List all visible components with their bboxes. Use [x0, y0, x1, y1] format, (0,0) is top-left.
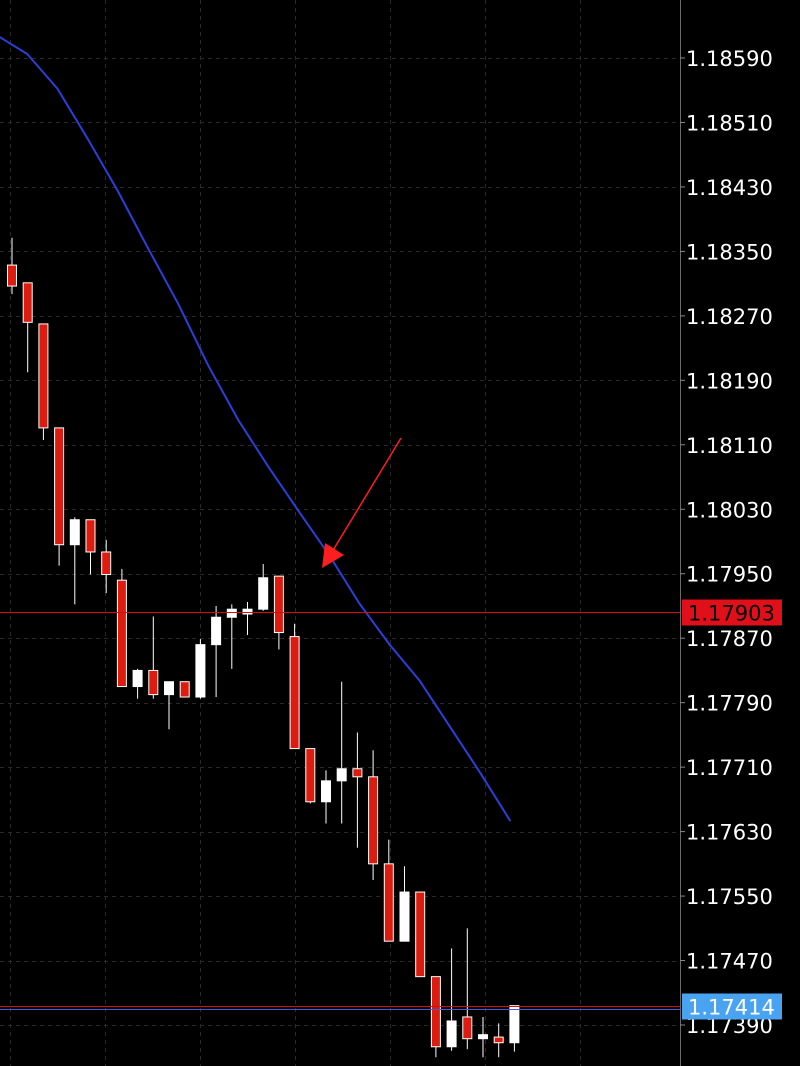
price-label: 1.17414: [688, 996, 775, 1020]
price-line-level: 1.17903: [0, 599, 782, 626]
candle: [415, 891, 426, 978]
candle: [164, 681, 174, 730]
candle: [289, 623, 300, 750]
candle-body: [383, 863, 394, 942]
annotation: [322, 437, 402, 568]
candle-body: [399, 891, 410, 942]
candle: [509, 1005, 520, 1052]
candle-body: [446, 1020, 457, 1048]
y-tick-label: 1.17790: [686, 692, 773, 716]
candle-body: [69, 519, 80, 546]
candle: [368, 750, 379, 880]
y-tick-label: 1.18590: [686, 47, 773, 71]
y-tick-label: 1.17550: [686, 885, 773, 909]
candle-body: [7, 264, 17, 287]
y-tick-label: 1.18350: [686, 240, 773, 264]
candle-body: [352, 768, 363, 778]
candle-body: [211, 616, 222, 646]
candle-body: [116, 579, 127, 688]
candle: [242, 601, 253, 635]
candle: [101, 539, 112, 594]
candle: [321, 770, 331, 824]
candle-body: [430, 976, 441, 1048]
candle-body: [195, 644, 206, 698]
candle: [462, 928, 473, 1050]
candle: [258, 564, 269, 611]
y-tick-label: 1.17870: [686, 627, 773, 651]
candle: [399, 866, 410, 942]
candle-body: [305, 748, 316, 803]
candle: [116, 568, 127, 688]
y-tick-label: 1.17710: [686, 756, 773, 780]
grid: [0, 0, 680, 1066]
candle-body: [38, 323, 49, 429]
candle-body: [22, 282, 33, 323]
candle: [132, 668, 143, 699]
candle: [446, 948, 457, 1051]
candle-body: [509, 1005, 520, 1044]
candle-body: [164, 681, 174, 696]
y-tick-label: 1.18430: [686, 176, 773, 200]
candle-body: [368, 776, 379, 865]
candle: [336, 681, 347, 824]
moving-average-line: [0, 36, 512, 822]
candle-body: [242, 608, 253, 615]
candle-body: [415, 891, 426, 978]
candle-body: [321, 780, 331, 803]
candle: [478, 1016, 488, 1058]
candle: [305, 748, 316, 804]
price-label-box: [682, 599, 782, 626]
candle-body: [289, 636, 300, 750]
candle-body: [85, 519, 96, 553]
candle-body: [54, 427, 65, 546]
candle: [179, 681, 190, 698]
candle-body: [132, 669, 143, 688]
candle: [148, 616, 159, 699]
price-axis: 1.18590 1.18510 1.18430 1.18350 1.18270 1.181…: [680, 47, 773, 1038]
candle-body: [493, 1036, 504, 1044]
y-tick-label: 1.17630: [686, 821, 773, 845]
candle: [85, 519, 96, 575]
moving-average: [0, 36, 512, 822]
arrow-head: [322, 543, 344, 568]
arrow-shaft: [331, 437, 402, 553]
candle: [430, 976, 441, 1058]
y-tick-label: 1.18030: [686, 498, 773, 522]
candle-body: [179, 681, 190, 698]
y-tick-label: 1.17470: [686, 950, 773, 974]
candle-body: [148, 669, 159, 696]
candle: [211, 605, 222, 698]
y-tick-label: 1.18190: [686, 369, 773, 393]
price-line-current: 1.17414: [0, 993, 782, 1020]
candle-body: [226, 608, 237, 618]
y-tick-label: 1.17950: [686, 563, 773, 587]
candle: [493, 1023, 504, 1058]
candle-body: [258, 577, 269, 610]
candle: [383, 839, 394, 942]
candle-body: [101, 551, 112, 576]
candle: [352, 732, 363, 848]
candle: [22, 282, 33, 373]
price-label: 1.17903: [688, 602, 775, 626]
candles: [7, 237, 520, 1058]
candle: [7, 237, 17, 295]
candle: [38, 323, 49, 440]
candle: [69, 517, 80, 605]
y-tick-label: 1.18110: [686, 434, 773, 458]
candle: [54, 427, 65, 566]
candle-body: [462, 1016, 473, 1040]
y-tick-label: 1.18270: [686, 305, 773, 329]
candle: [195, 639, 206, 699]
price-label-box: [682, 993, 782, 1020]
candle-body: [336, 768, 347, 782]
candle-body: [273, 575, 284, 634]
price-lines: 1.17903 1.17414: [0, 599, 782, 1020]
annotation-arrow: [322, 437, 402, 568]
candle: [226, 604, 237, 669]
y-tick-label: 1.18510: [686, 111, 773, 135]
candle-body: [478, 1034, 488, 1040]
